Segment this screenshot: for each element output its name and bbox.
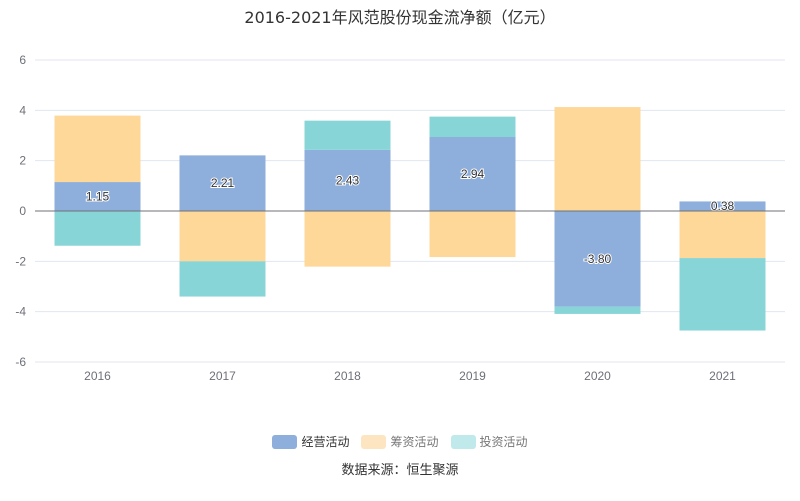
bar-2016-series-2 <box>54 211 141 246</box>
bar-2017-series-2 <box>179 261 266 297</box>
data-source: 数据来源：恒生聚源 <box>341 463 459 478</box>
data-label: 2.21 <box>211 176 235 190</box>
legend-item-investing[interactable]: 投资活动 <box>450 433 528 450</box>
x-tick-label: 2017 <box>209 369 236 383</box>
legend-label: 经营活动 <box>301 435 350 449</box>
bar-2019-series-0 <box>429 137 516 211</box>
bar-2016-series-0 <box>54 182 141 211</box>
y-tick-label: -6 <box>15 355 26 369</box>
bar-2020-series-0 <box>554 211 641 307</box>
bar-2017-series-0 <box>179 155 266 211</box>
bar-2021-series-1 <box>679 211 766 259</box>
data-label: 0.38 <box>711 199 735 213</box>
y-tick-label: 0 <box>19 204 26 218</box>
x-tick-label: 2016 <box>84 369 111 383</box>
y-tick-label: 2 <box>19 154 26 168</box>
bar-2016-series-1 <box>54 115 141 183</box>
bar-2019-series-1 <box>429 211 516 258</box>
data-label: 2.94 <box>461 167 485 181</box>
bar-2021-series-0 <box>679 201 766 211</box>
chart-title: 2016-2021年风范股份现金流净额（亿元） <box>244 8 556 27</box>
y-tick-label: -4 <box>15 305 26 319</box>
legend-swatch <box>272 434 298 449</box>
bar-2021-series-2 <box>679 258 766 331</box>
y-tick-label: -2 <box>15 254 26 268</box>
data-label: 2.43 <box>336 173 360 187</box>
legend-label: 筹资活动 <box>390 435 439 449</box>
legend-item-operating[interactable]: 经营活动 <box>272 433 349 450</box>
bar-2019-series-2 <box>429 116 516 138</box>
legend-swatch <box>361 434 387 449</box>
bar-2018-series-1 <box>304 211 391 267</box>
bar-2018-series-0 <box>304 149 391 211</box>
bar-2017-series-1 <box>179 211 266 262</box>
x-tick-label: 2021 <box>709 369 736 383</box>
legend-swatch <box>450 434 476 449</box>
legend: 经营活动 筹资活动 投资活动 <box>0 433 800 450</box>
bar-2020-series-2 <box>554 306 641 314</box>
data-label: -3.80 <box>584 252 612 266</box>
y-tick-label: 4 <box>19 103 26 117</box>
x-tick-label: 2020 <box>584 369 611 383</box>
legend-label: 投资活动 <box>479 435 528 449</box>
x-tick-label: 2018 <box>334 369 361 383</box>
data-label: 1.15 <box>86 190 110 204</box>
bar-2018-series-2 <box>304 120 391 150</box>
y-tick-label: 6 <box>19 53 26 67</box>
legend-item-financing[interactable]: 筹资活动 <box>361 433 439 450</box>
x-tick-label: 2019 <box>459 369 486 383</box>
bar-2020-series-1 <box>554 107 641 211</box>
